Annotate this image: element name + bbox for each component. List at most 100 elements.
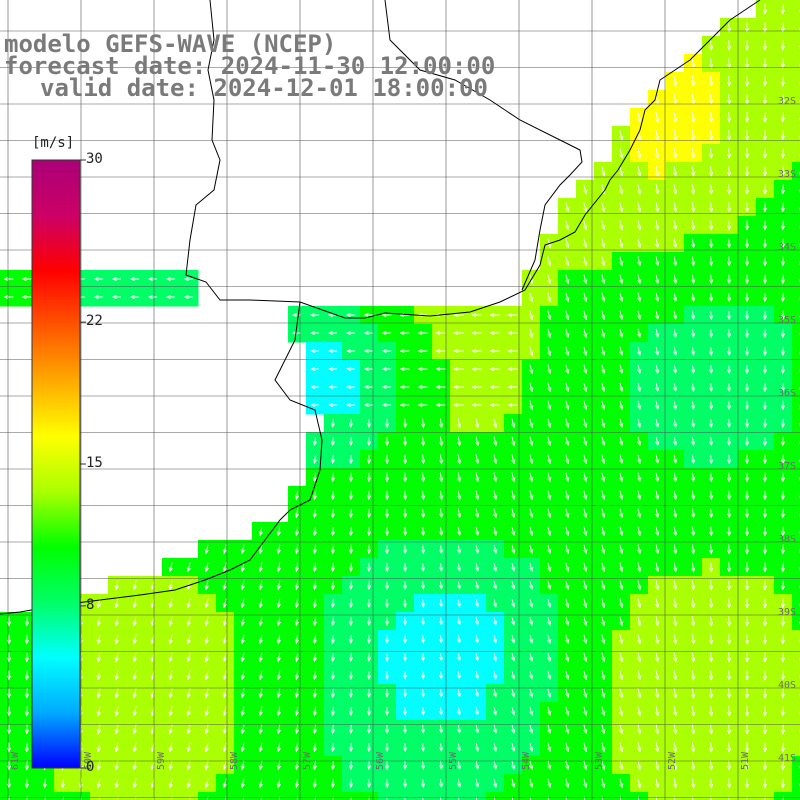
- wind-arrow: [330, 508, 336, 519]
- wind-arrow: [780, 454, 786, 465]
- wind-arrow: [348, 454, 354, 465]
- wind-arrow: [438, 544, 444, 555]
- wind-arrow: [529, 508, 534, 519]
- wind-arrow: [744, 22, 750, 33]
- wind-cell: [792, 504, 800, 523]
- lat-label: 32S: [778, 96, 796, 107]
- wind-arrow: [204, 670, 209, 681]
- wind-arrow: [601, 454, 606, 465]
- wind-arrow: [114, 724, 119, 735]
- wind-arrow: [690, 436, 696, 447]
- wind-arrow: [762, 292, 768, 303]
- wind-arrow: [691, 670, 696, 681]
- wind-arrow: [547, 418, 552, 429]
- wind-arrow: [691, 778, 696, 789]
- wind-arrow: [708, 310, 714, 321]
- wind-cell: [792, 306, 800, 325]
- wind-arrow: [529, 526, 534, 537]
- wind-arrow: [655, 112, 660, 123]
- lon-label: 55W: [448, 751, 459, 770]
- wind-arrow: [762, 130, 768, 141]
- wind-arrow: [511, 454, 516, 465]
- wind-cell: [792, 792, 800, 800]
- wind-arrow: [8, 796, 10, 800]
- wind-arrow: [744, 490, 750, 501]
- wind-arrow: [529, 742, 534, 753]
- wind-arrow: [330, 742, 336, 753]
- wind-arrow: [420, 689, 426, 698]
- wind-arrow: [258, 688, 263, 699]
- wind-arrow: [690, 274, 696, 285]
- wind-arrow: [708, 184, 714, 195]
- wind-cell: [540, 792, 559, 800]
- wind-arrow: [655, 706, 660, 717]
- wind-arrow: [348, 706, 354, 717]
- wind-arrow: [672, 418, 678, 429]
- wind-arrow: [366, 544, 372, 555]
- wind-arrow: [456, 544, 462, 555]
- wind-arrow: [420, 635, 426, 644]
- wind-arrow: [278, 796, 281, 800]
- wind-arrow: [222, 562, 227, 573]
- wind-arrow: [204, 742, 209, 753]
- wind-arrow: [438, 599, 444, 608]
- lat-label: 34S: [778, 242, 796, 253]
- wind-arrow: [744, 418, 750, 429]
- wind-arrow: [762, 76, 768, 87]
- wind-arrow: [186, 724, 191, 735]
- wind-arrow: [655, 742, 660, 753]
- wind-arrow: [402, 760, 408, 771]
- wind-arrow: [691, 166, 696, 177]
- wind-arrow: [384, 472, 390, 483]
- wind-cell: [162, 792, 181, 800]
- wind-arrow: [565, 382, 570, 393]
- wind-arrow: [457, 490, 462, 501]
- wind-arrow: [708, 274, 714, 285]
- wind-arrow: [726, 274, 732, 285]
- wind-cell: [756, 792, 775, 800]
- wind-arrow: [529, 292, 534, 303]
- wind-arrow: [438, 581, 444, 590]
- wind-arrow: [691, 796, 694, 800]
- wind-arrow: [276, 688, 281, 699]
- wind-arrow: [547, 634, 552, 645]
- wind-arrow: [294, 544, 299, 555]
- wind-arrow: [637, 742, 642, 753]
- colorbar-tick-label: 0: [86, 759, 95, 775]
- wind-arrow: [655, 472, 660, 483]
- wind-cell: [558, 792, 577, 800]
- valid-date: valid date: 2024-12-01 18:00:00: [40, 74, 488, 102]
- wind-arrow: [565, 670, 570, 681]
- wind-arrow: [493, 725, 498, 734]
- wind-arrow: [655, 328, 660, 339]
- wind-arrow: [294, 508, 299, 519]
- wind-arrow: [672, 346, 678, 357]
- wind-cell: [522, 792, 541, 800]
- wind-arrow: [438, 689, 444, 698]
- wind-arrow: [619, 166, 624, 177]
- wind-arrow: [583, 634, 588, 645]
- wind-arrow: [655, 724, 660, 735]
- wind-arrow: [3, 294, 14, 300]
- wind-arrow: [457, 436, 462, 447]
- wind-arrow: [363, 312, 374, 318]
- wind-arrow: [417, 348, 428, 354]
- wind-arrow: [310, 330, 319, 336]
- wind-arrow: [384, 671, 390, 680]
- wind-arrow: [726, 22, 732, 33]
- wind-arrow: [619, 508, 624, 519]
- wind-arrow: [402, 490, 408, 501]
- wind-arrow: [346, 348, 355, 354]
- wind-arrow: [744, 346, 750, 357]
- wind-arrow: [547, 778, 552, 789]
- wind-arrow: [438, 635, 444, 644]
- wind-arrow: [312, 670, 318, 681]
- wind-arrow: [780, 706, 786, 717]
- wind-arrow: [309, 312, 320, 318]
- wind-arrow: [619, 364, 624, 375]
- wind-arrow: [726, 346, 732, 357]
- wind-arrow: [132, 724, 137, 735]
- wind-arrow: [258, 760, 263, 771]
- wind-arrow: [132, 652, 137, 663]
- wind-arrow: [258, 724, 263, 735]
